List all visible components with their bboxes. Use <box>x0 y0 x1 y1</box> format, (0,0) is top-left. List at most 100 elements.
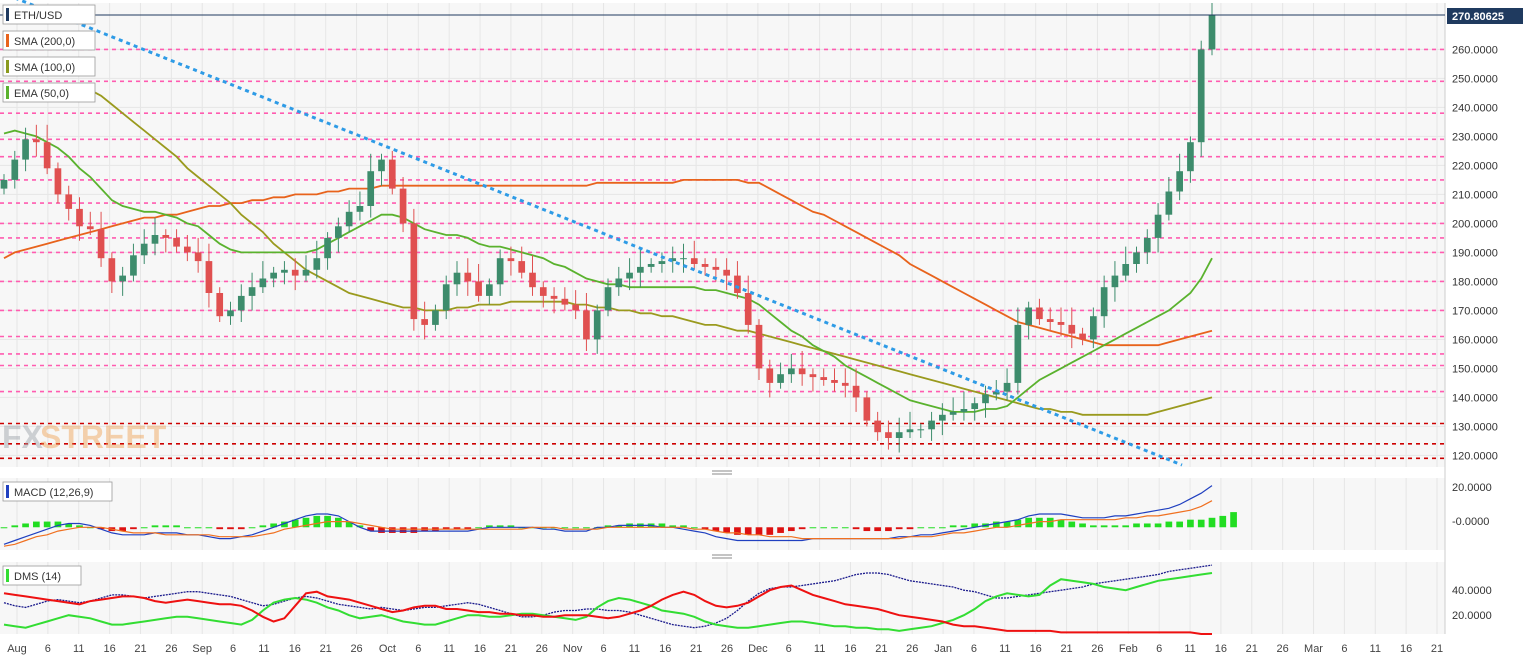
price-tick-label: 230.0000 <box>1452 131 1498 143</box>
candle-body <box>1154 214 1162 238</box>
x-tick-label: 6 <box>230 643 236 655</box>
macd-bar <box>1208 517 1216 528</box>
macd-bar <box>885 527 892 532</box>
x-tick-label: 16 <box>844 643 856 655</box>
macd-bar <box>863 527 871 532</box>
macd-bar <box>0 527 8 529</box>
macd-bar <box>928 527 935 529</box>
macd-bar <box>1003 521 1011 528</box>
candle-body <box>874 420 881 433</box>
macd-legend-box <box>2 481 113 502</box>
x-tick-label: 11 <box>73 643 84 655</box>
macd-bar <box>917 527 925 529</box>
macd-bar <box>992 521 1000 528</box>
candle-body <box>313 258 321 270</box>
macd-tick-20: 20.0000 <box>1452 482 1492 494</box>
candle-body <box>734 275 741 293</box>
candle-body <box>788 368 795 375</box>
adx-line <box>3 564 1213 629</box>
macd-panel[interactable] <box>0 478 1445 550</box>
macd-bar <box>1090 525 1097 528</box>
dms-panel[interactable] <box>0 562 1445 634</box>
macd-bar <box>291 519 299 528</box>
candle-body <box>529 272 536 288</box>
x-tick-label: 11 <box>814 643 825 655</box>
macd-bar <box>1219 515 1227 528</box>
macd-bar <box>345 521 353 528</box>
x-tick-label: 6 <box>600 643 606 655</box>
macd-bar <box>205 527 213 529</box>
x-tick-label: 11 <box>1370 643 1381 655</box>
dms-tick-40: 40.0000 <box>1452 585 1492 597</box>
candle-body <box>939 414 946 421</box>
candle-body <box>1208 14 1216 50</box>
legend-box <box>2 30 96 51</box>
macd-bar <box>809 527 817 529</box>
candle-body <box>669 258 677 262</box>
macd-bar <box>388 527 396 533</box>
macd-bar <box>1025 517 1032 528</box>
x-tick-label: Aug <box>7 643 27 655</box>
candle-body <box>744 293 752 325</box>
macd-bar <box>335 517 342 528</box>
dms-legend-swatch <box>6 569 9 582</box>
legend-label: SMA (200,0) <box>14 36 75 48</box>
candle-body <box>302 269 310 276</box>
candle-body <box>367 171 375 206</box>
candle-body <box>798 368 806 375</box>
candle-body <box>712 266 720 270</box>
macd-bar <box>216 527 224 530</box>
macd-bar <box>173 525 180 528</box>
macd-bar <box>65 523 73 528</box>
macd-bar <box>712 527 720 532</box>
macd-bar <box>820 527 828 529</box>
legend-box <box>2 4 96 25</box>
price-tick-label: 250.0000 <box>1452 73 1498 85</box>
macd-bar <box>410 527 418 533</box>
x-tick-label: 16 <box>474 643 486 655</box>
macd-bar <box>130 527 137 530</box>
macd-bar <box>378 527 385 533</box>
macd-bar <box>841 527 849 529</box>
candle-body <box>270 272 277 279</box>
price-tick-label: 260.0000 <box>1452 44 1498 56</box>
macd-bar <box>140 527 148 529</box>
macd-bar <box>723 527 730 533</box>
price-tick-label: 140.0000 <box>1452 392 1498 404</box>
macd-bar <box>237 527 245 530</box>
macd-bar <box>1100 525 1108 528</box>
candle-body <box>820 377 828 380</box>
candle-body <box>130 255 137 276</box>
macd-legend: MACD (12,26,9) <box>2 481 113 502</box>
candle-body <box>658 261 666 264</box>
macd-bar <box>615 525 623 528</box>
macd-bar <box>583 527 590 529</box>
macd-bar <box>1154 523 1162 528</box>
candle-body <box>895 432 903 438</box>
x-tick-label: Sep <box>192 643 212 655</box>
candle-body <box>518 261 526 273</box>
x-tick-label: 16 <box>1030 643 1042 655</box>
macd-bar <box>604 525 612 528</box>
candle-body <box>378 159 385 172</box>
x-tick-label: 21 <box>1060 643 1072 655</box>
macd-bar <box>1014 519 1022 528</box>
candle-body <box>928 420 935 430</box>
x-tick-label: 26 <box>165 643 177 655</box>
candle-body <box>388 159 396 189</box>
last-price-tag[interactable] <box>1447 8 1523 24</box>
x-tick-label: 11 <box>443 643 454 655</box>
candle-body <box>561 298 569 305</box>
macd-bar <box>184 527 191 529</box>
candle-body <box>22 139 29 160</box>
candle-body <box>766 368 774 383</box>
x-tick-label: 11 <box>999 643 1010 655</box>
macd-bar <box>734 527 741 535</box>
x-tick-label: 21 <box>320 643 332 655</box>
macd-legend-swatch <box>6 485 9 498</box>
candle-body <box>76 208 83 227</box>
candle-body <box>1068 324 1076 334</box>
candle-body <box>1057 322 1065 325</box>
candle-body <box>971 403 979 409</box>
